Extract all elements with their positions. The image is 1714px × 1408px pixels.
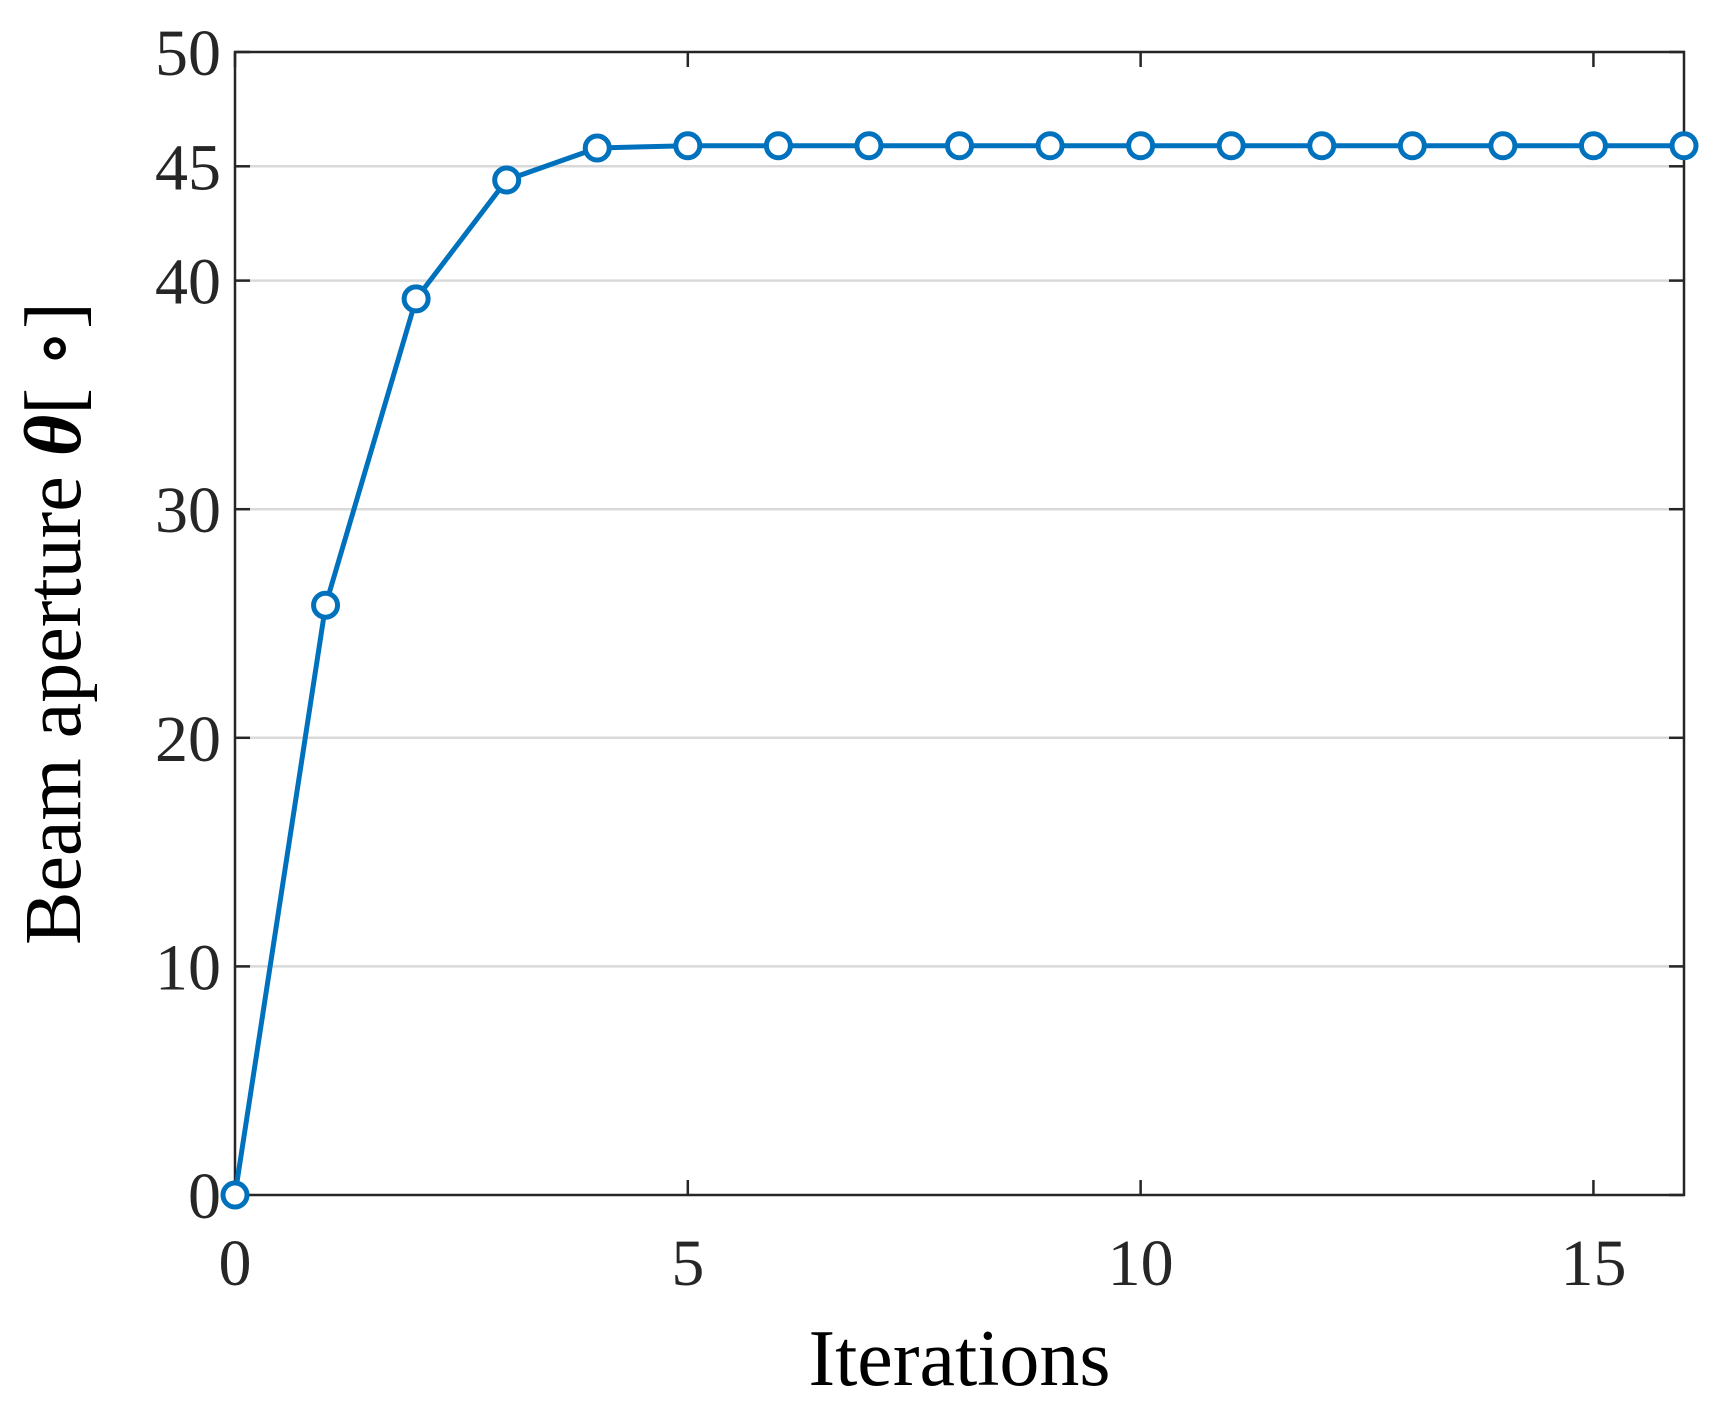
data-point-3 [492, 165, 522, 195]
x-tick-label-15: 15 [1560, 1227, 1626, 1300]
grid-lines [235, 165, 1684, 968]
axes [233, 50, 1686, 1197]
data-point-4 [582, 133, 612, 163]
data-point-12 [1307, 131, 1337, 161]
x-axis-label: Iterations [808, 1315, 1110, 1403]
data-point-10 [1126, 131, 1156, 161]
y-tick-label-20: 20 [155, 703, 221, 776]
plot-frame [233, 50, 1686, 1197]
y-axis-label-text: Beam aperture [10, 456, 98, 945]
y-axis-label-unit: [ ∘] [10, 302, 98, 415]
data-point-1 [311, 590, 341, 620]
data-point-15 [1578, 131, 1608, 161]
data-point-14 [1488, 131, 1518, 161]
data-point-11 [1216, 131, 1246, 161]
y-tick-label-0: 0 [188, 1160, 221, 1233]
tick-marks [233, 50, 1684, 1197]
x-tick-label-5: 5 [671, 1227, 704, 1300]
data-point-7 [854, 131, 884, 161]
data-point-16 [1669, 131, 1699, 161]
data-point-6 [763, 131, 793, 161]
data-point-2 [401, 284, 431, 314]
series-line-0 [232, 143, 1684, 1196]
data-point-13 [1397, 131, 1427, 161]
data-point-5 [673, 131, 703, 161]
data-point-0 [220, 1180, 250, 1210]
y-tick-label-10: 10 [155, 931, 221, 1004]
y-axis-label-symbol: θ [10, 415, 98, 457]
x-tick-label-0: 0 [219, 1227, 252, 1300]
data-point-9 [1035, 131, 1065, 161]
series-layer [220, 131, 1699, 1210]
y-tick-label-50: 50 [155, 17, 221, 90]
y-tick-label-40: 40 [155, 246, 221, 319]
y-tick-label-45: 45 [155, 131, 221, 204]
y-tick-label-30: 30 [155, 474, 221, 547]
x-tick-label-10: 10 [1108, 1227, 1174, 1300]
data-point-8 [945, 131, 974, 161]
tick-labels: 0 10 20 30 40 45 50 0 5 10 15 [155, 17, 1626, 1300]
y-axis-label: Beam aperture θ[ ∘] [10, 302, 98, 945]
